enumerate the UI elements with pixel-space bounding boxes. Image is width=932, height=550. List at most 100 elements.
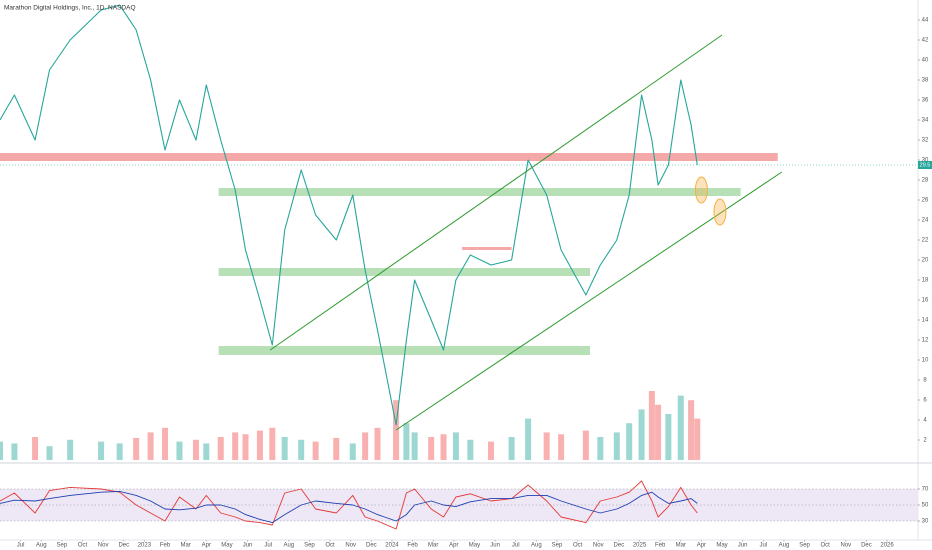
volume-bar: [269, 427, 276, 460]
x-tick-label: Nov: [345, 543, 356, 549]
volume-bar: [232, 432, 239, 460]
x-tick-label: Oct: [78, 543, 88, 549]
y-tick-label: 38: [922, 78, 929, 84]
volume-bar: [349, 443, 356, 460]
volume-bar: [525, 418, 532, 460]
volume-bar: [428, 437, 435, 460]
volume-bar: [452, 432, 459, 460]
volume-bar: [374, 427, 381, 460]
trend-line: [395, 171, 783, 431]
x-tick-label: Dec: [118, 543, 129, 549]
x-tick-label: Aug: [531, 543, 542, 549]
x-tick-label: Jul: [759, 543, 767, 549]
volume-bar: [403, 423, 410, 460]
x-tick-label: Oct: [325, 543, 335, 549]
series-line: [0, 480, 698, 530]
highlight-marker: [713, 198, 727, 226]
x-tick-label: Mar: [180, 543, 190, 549]
x-tick-label: 2024: [385, 543, 399, 549]
volume-bar: [32, 437, 39, 460]
price-zone: [462, 247, 512, 250]
y-tick-label: 20: [922, 258, 929, 264]
volume-bar: [242, 434, 249, 460]
price-pane: [0, 4, 918, 460]
highlight-marker: [694, 176, 708, 204]
y-tick-label: 42: [922, 38, 929, 44]
y-tick-label: 18: [922, 278, 929, 284]
x-tick-label: Mar: [676, 543, 686, 549]
y-tick-label: 44: [922, 18, 929, 24]
volume-bar: [217, 437, 224, 460]
y-tick-label: 70: [922, 487, 929, 493]
y-tick-label: 8: [923, 378, 927, 384]
y-tick-label: 28: [922, 178, 929, 184]
volume-bar: [147, 432, 154, 460]
y-tick-label: 26: [922, 198, 929, 204]
volume-bar: [281, 437, 288, 460]
x-tick-label: Sep: [57, 543, 68, 549]
volume-bar: [613, 432, 620, 460]
x-tick-label: May: [221, 543, 232, 549]
x-tick-label: Dec: [366, 543, 377, 549]
price-zone: [218, 188, 741, 196]
last-price-label: 29.5: [920, 162, 931, 168]
x-tick-label: Jul: [512, 543, 520, 549]
x-tick-label: Sep: [552, 543, 563, 549]
volume-bar: [508, 437, 515, 460]
x-tick-label: Aug: [283, 543, 294, 549]
volume-bar: [312, 441, 319, 460]
volume-bar: [638, 409, 645, 460]
y-tick-label: 50: [922, 503, 929, 509]
volume-bar: [582, 430, 589, 460]
x-tick-label: Jun: [243, 543, 253, 549]
volume-bar: [543, 432, 550, 460]
y-tick-label: 4: [923, 418, 927, 424]
volume-bar: [11, 443, 18, 460]
volume-bar: [393, 400, 400, 460]
x-tick-label: Jul: [264, 543, 272, 549]
y-tick-label: 34: [922, 118, 929, 124]
y-tick-label: 6: [923, 398, 927, 404]
x-tick-label: Nov: [98, 543, 109, 549]
y-tick-label: 40: [922, 58, 929, 64]
x-tick-label: Sep: [304, 543, 315, 549]
volume-bar: [597, 437, 604, 460]
x-tick-label: Feb: [407, 543, 418, 549]
x-tick-label: Apr: [697, 543, 706, 549]
volume-bar: [46, 446, 53, 460]
x-tick-label: Mar: [428, 543, 438, 549]
volume-bar: [116, 443, 123, 460]
volume-bar: [694, 418, 701, 460]
x-tick-label: Feb: [655, 543, 666, 549]
x-tick-label: Apr: [202, 543, 211, 549]
volume-bar: [467, 439, 474, 460]
volume-bar: [362, 432, 369, 460]
x-tick-label: Aug: [36, 543, 47, 549]
y-tick-label: 30: [922, 158, 929, 164]
x-tick-label: Jun: [738, 543, 748, 549]
volume-bar: [192, 439, 199, 460]
x-tick-label: Apr: [449, 543, 458, 549]
volume-bar: [655, 404, 662, 460]
volume-bar: [67, 439, 74, 460]
rsi-pane: [0, 480, 918, 530]
volume-bar: [677, 395, 684, 460]
volume-bar: [411, 432, 418, 460]
x-tick-label: Sep: [799, 543, 810, 549]
x-tick-label: Jul: [17, 543, 25, 549]
volume-bar: [558, 434, 565, 460]
volume-bar: [176, 441, 183, 460]
volume-bar: [298, 439, 305, 460]
chart-title: Marathon Digital Holdings, Inc., 1D, NAS…: [4, 5, 136, 12]
last-price-tag: [918, 161, 932, 169]
volume-bar: [688, 400, 695, 460]
y-tick-label: 32: [922, 138, 929, 144]
price-zone: [218, 346, 590, 355]
volume-bar: [487, 441, 494, 460]
y-tick-label: 24: [922, 218, 929, 224]
series-line: [0, 4, 698, 426]
volume-bar: [0, 441, 3, 460]
x-tick-label: May: [469, 543, 480, 549]
x-tick-label: May: [716, 543, 727, 549]
